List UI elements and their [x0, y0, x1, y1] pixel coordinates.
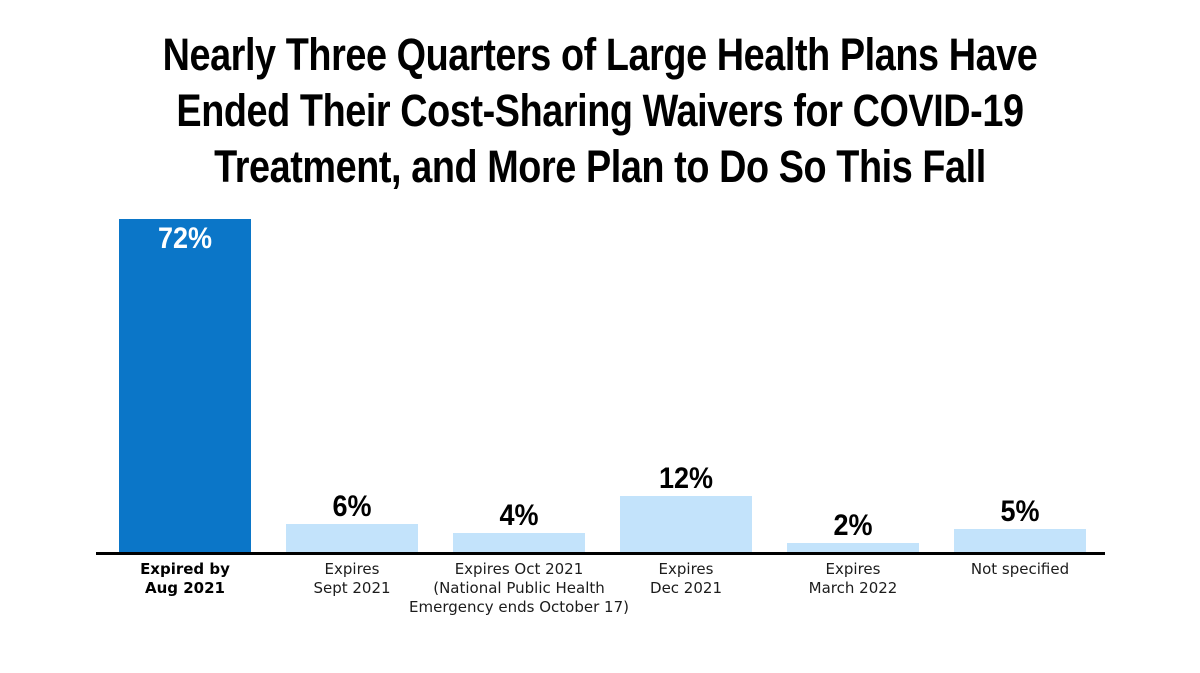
chart-title-line-3: Treatment, and More Plan to Do So This F…: [214, 141, 986, 192]
chart-title-line-1: Nearly Three Quarters of Large Health Pl…: [162, 29, 1038, 80]
bar-expired-aug-2021: [119, 219, 251, 552]
value-label-expired-aug-2021: 72%: [157, 222, 213, 255]
x-axis-line: [96, 552, 1105, 555]
x-axis-label-expired-aug-2021: Expired by Aug 2021: [140, 560, 230, 597]
chart-title-line-2: Ended Their Cost-Sharing Waivers for COV…: [176, 85, 1024, 136]
x-axis-label-expires-march-2022: Expires March 2022: [808, 560, 898, 597]
x-axis-label-expires-sept-2021: Expires Sept 2021: [313, 560, 391, 597]
value-label-not-specified: 5%: [1000, 495, 1040, 528]
x-axis-label-not-specified: Not specified: [970, 560, 1070, 578]
bar-expires-march-2022: [787, 543, 919, 552]
bar-expires-sept-2021: [286, 524, 418, 552]
value-label-expires-sept-2021: 6%: [332, 490, 372, 523]
value-label-expires-oct-2021: 4%: [499, 499, 539, 532]
x-axis-label-expires-dec-2021: Expires Dec 2021: [650, 560, 722, 597]
bar-not-specified: [954, 529, 1086, 552]
bar-expires-oct-2021: [453, 533, 585, 552]
chart-title: Nearly Three Quarters of Large Health Pl…: [96, 27, 1104, 195]
bar-expires-dec-2021: [620, 496, 752, 552]
x-axis-label-expires-oct-2021: Expires Oct 2021 (National Public Health…: [409, 560, 629, 616]
value-label-expires-dec-2021: 12%: [658, 462, 714, 495]
value-label-expires-march-2022: 2%: [833, 509, 873, 542]
